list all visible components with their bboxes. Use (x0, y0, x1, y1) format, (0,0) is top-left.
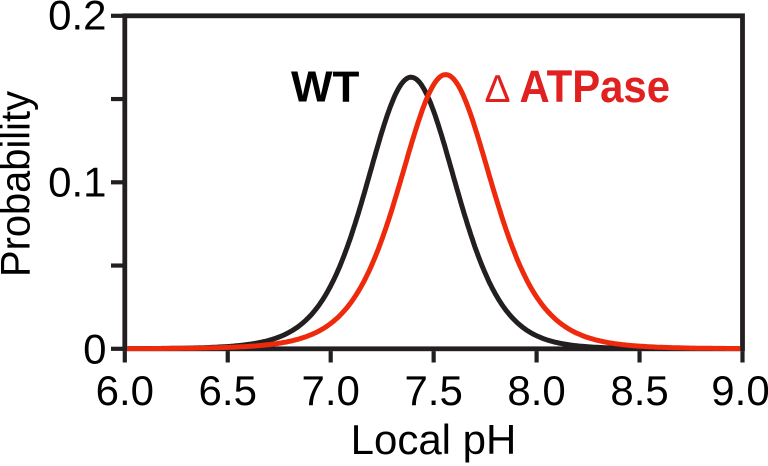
svg-text:ATPase: ATPase (520, 61, 671, 112)
svg-text:Local pH: Local pH (351, 416, 517, 463)
svg-text:WT: WT (291, 63, 360, 112)
svg-text:0: 0 (83, 326, 106, 373)
svg-text:Δ: Δ (485, 68, 511, 111)
svg-text:8.5: 8.5 (610, 367, 668, 414)
svg-text:8.0: 8.0 (507, 367, 565, 414)
svg-text:0.2: 0.2 (48, 0, 106, 39)
svg-text:0.1: 0.1 (48, 158, 106, 205)
svg-text:Probability: Probability (0, 91, 39, 277)
svg-text:7.5: 7.5 (404, 367, 462, 414)
svg-text:6.0: 6.0 (96, 367, 154, 414)
svg-text:6.5: 6.5 (199, 367, 257, 414)
svg-text:9.0: 9.0 (711, 367, 768, 414)
svg-text:7.0: 7.0 (302, 367, 360, 414)
